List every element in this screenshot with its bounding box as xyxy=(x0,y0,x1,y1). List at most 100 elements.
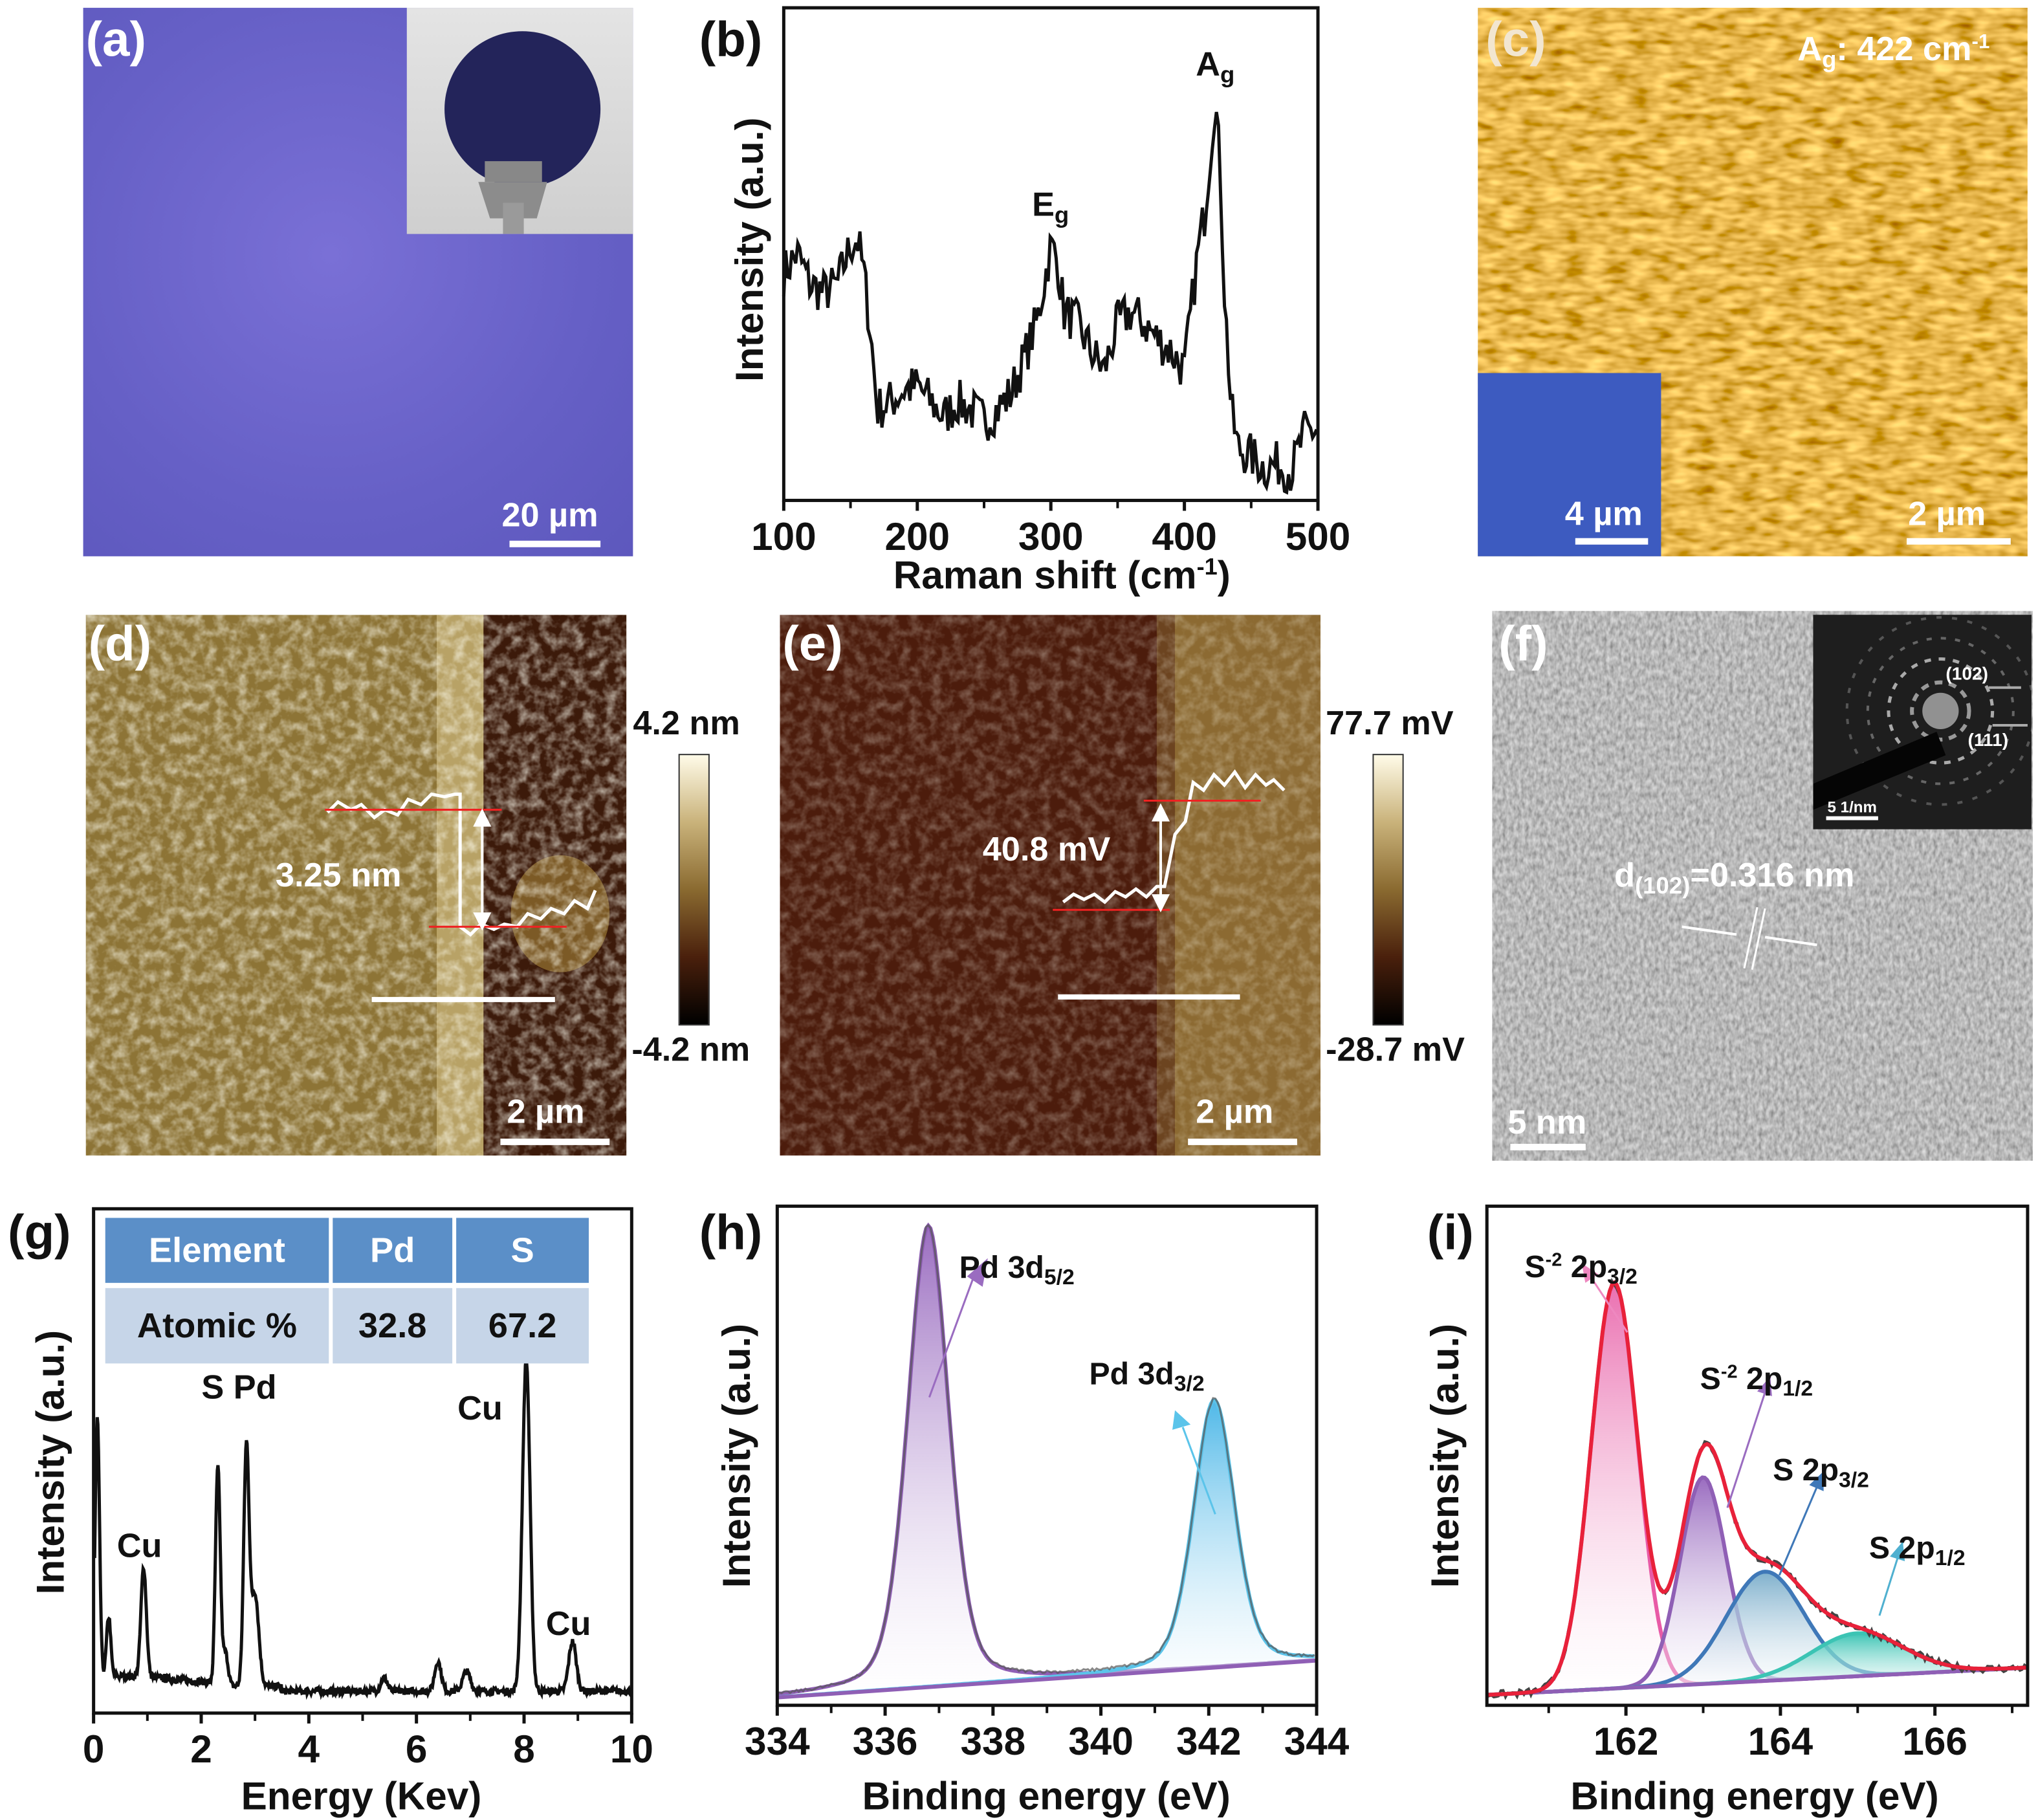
x-tick-label: 4 xyxy=(298,1728,320,1772)
component-fill xyxy=(777,1400,1317,1698)
peak-label-s-pd: S Pd xyxy=(201,1367,277,1407)
panel-label-i: (i) xyxy=(1427,1206,1474,1261)
optical-inset-c xyxy=(1478,373,1661,556)
scale-label-e: 2 µm xyxy=(1196,1091,1274,1131)
arrow-head xyxy=(1757,1376,1772,1396)
x-tick-label: 338 xyxy=(960,1720,1026,1764)
c2-label: 2p xyxy=(1793,1453,1839,1489)
table-header-cell: S xyxy=(456,1218,589,1283)
label-arrow xyxy=(1726,1376,1771,1508)
fringe-line-1 xyxy=(1743,906,1759,969)
composition-table: Element Pd S Atomic % 32.8 67.2 xyxy=(102,1212,593,1368)
arrow-head-down-d xyxy=(473,912,492,931)
peak-label-ag: Ag xyxy=(1196,47,1234,91)
peak-label-s2-2p32: S-2 2p3/2 xyxy=(1524,1245,1637,1293)
table-cell: Atomic % xyxy=(105,1288,329,1364)
c0-sub: 3/2 xyxy=(1607,1264,1638,1289)
inset-scale-bar-c xyxy=(1575,538,1649,545)
x-axis-title-b: Raman shift (cm-1) xyxy=(893,554,1231,599)
scale-label-f: 5 nm xyxy=(1507,1102,1587,1141)
x-tick-label: 500 xyxy=(1285,516,1351,559)
afm-height-image xyxy=(85,615,627,1156)
d-value: =0.316 nm xyxy=(1690,855,1855,895)
panel-label-d: (d) xyxy=(88,617,152,672)
x-tick-label: 200 xyxy=(884,516,950,559)
panel-label-g: (g) xyxy=(8,1206,71,1261)
c3-name: S xyxy=(1868,1531,1890,1566)
d-symbol: d xyxy=(1614,855,1636,895)
device-photo-graphic xyxy=(444,31,601,234)
scale-bar-d xyxy=(500,1138,610,1145)
c2-name: S xyxy=(1773,1453,1794,1489)
potential-step-label: 40.8 mV xyxy=(982,829,1111,868)
scale-bar-e xyxy=(1188,1138,1297,1145)
x-tick-label: 8 xyxy=(513,1728,535,1772)
label-arrow xyxy=(928,1273,976,1398)
arrow-head-up-d xyxy=(473,808,492,827)
mode-symbol: A xyxy=(1797,28,1823,69)
fringe-line-2 xyxy=(1751,908,1766,970)
component-fill xyxy=(1487,1282,2028,1695)
scale-label-d: 2 µm xyxy=(507,1091,585,1131)
raman-mode-label: Ag: 422 cm-1 xyxy=(1797,26,1989,76)
y-axis-title-b: Intensity (a.u.) xyxy=(729,117,772,382)
x-tick-label: 0 xyxy=(82,1728,105,1772)
x-axis-title-h: Binding energy (eV) xyxy=(862,1775,1231,1819)
x-tick-label: 162 xyxy=(1593,1720,1659,1764)
component-fill xyxy=(1487,1572,2028,1695)
x-tick-label: 100 xyxy=(751,516,816,559)
ag-sub: g xyxy=(1220,61,1235,88)
x-tick-label: 6 xyxy=(405,1728,428,1772)
component-fill xyxy=(777,1225,1317,1698)
envelope-fit-line xyxy=(1487,1280,2027,1697)
peak-label-s-2p32: S 2p3/2 xyxy=(1773,1453,1869,1496)
pd52-name: Pd 3d xyxy=(959,1250,1044,1286)
label-arrow xyxy=(1778,1471,1824,1576)
x-tick-label: 10 xyxy=(609,1728,653,1772)
table-row: Atomic % 32.8 67.2 xyxy=(105,1288,589,1364)
table-cell: 32.8 xyxy=(333,1288,453,1364)
peak-label-s2-2p12: S-2 2p1/2 xyxy=(1700,1357,1813,1405)
eg-sub: g xyxy=(1054,202,1069,228)
raw-data-line xyxy=(777,1223,1315,1694)
panel-label-e: (e) xyxy=(782,617,843,672)
panel-label-f: (f) xyxy=(1498,617,1548,672)
arrow-head xyxy=(1581,1263,1599,1283)
x-tick-label: 300 xyxy=(1018,516,1084,559)
peak-label-pd-3d32: Pd 3d3/2 xyxy=(1089,1359,1204,1399)
mode-value: : 422 cm xyxy=(1836,28,1972,69)
arrow-head xyxy=(1890,1541,1905,1562)
step-height-label: 3.25 nm xyxy=(275,855,402,895)
eg-symbol: E xyxy=(1032,184,1055,224)
table-cell: 67.2 xyxy=(456,1288,589,1364)
pd32-name: Pd 3d xyxy=(1089,1357,1174,1392)
pd52-sub: 5/2 xyxy=(1044,1264,1075,1289)
x-axis-title-g: Energy (Kev) xyxy=(241,1775,482,1819)
x-tick-label: 344 xyxy=(1284,1720,1350,1764)
xlabel-b-end: ) xyxy=(1217,554,1231,598)
saed-inset xyxy=(1813,615,2032,829)
scale-bar-f xyxy=(1510,1143,1586,1150)
plot-frame-i xyxy=(1485,1204,2030,1707)
fringe-arrow-right xyxy=(1764,936,1817,947)
xlabel-b-main: Raman shift (cm xyxy=(893,554,1197,598)
potential-profile-line xyxy=(1062,769,1286,905)
d-sub: (102) xyxy=(1635,872,1691,899)
x-axis-title-i: Binding energy (eV) xyxy=(1570,1775,1939,1819)
panel-label-c: (c) xyxy=(1485,13,1546,68)
x-tick-label: 2 xyxy=(190,1728,212,1772)
c0-label: 2p xyxy=(1562,1249,1608,1286)
c1-name: S xyxy=(1700,1361,1721,1397)
y-axis-title-h: Intensity (a.u.) xyxy=(716,1323,760,1588)
x-tick-label: 336 xyxy=(852,1720,918,1764)
panel-label-h: (h) xyxy=(699,1206,763,1261)
mode-sup: -1 xyxy=(1971,31,1990,54)
colorbar-min-e: -28.7 mV xyxy=(1326,1029,1465,1069)
height-profile-line xyxy=(326,792,597,937)
c0-sup: -2 xyxy=(1545,1250,1562,1271)
table-header-row: Element Pd S xyxy=(105,1218,589,1283)
arrow-head xyxy=(967,1258,988,1287)
label-arrow xyxy=(1181,1427,1216,1515)
peak-label-eg: Eg xyxy=(1032,187,1069,232)
